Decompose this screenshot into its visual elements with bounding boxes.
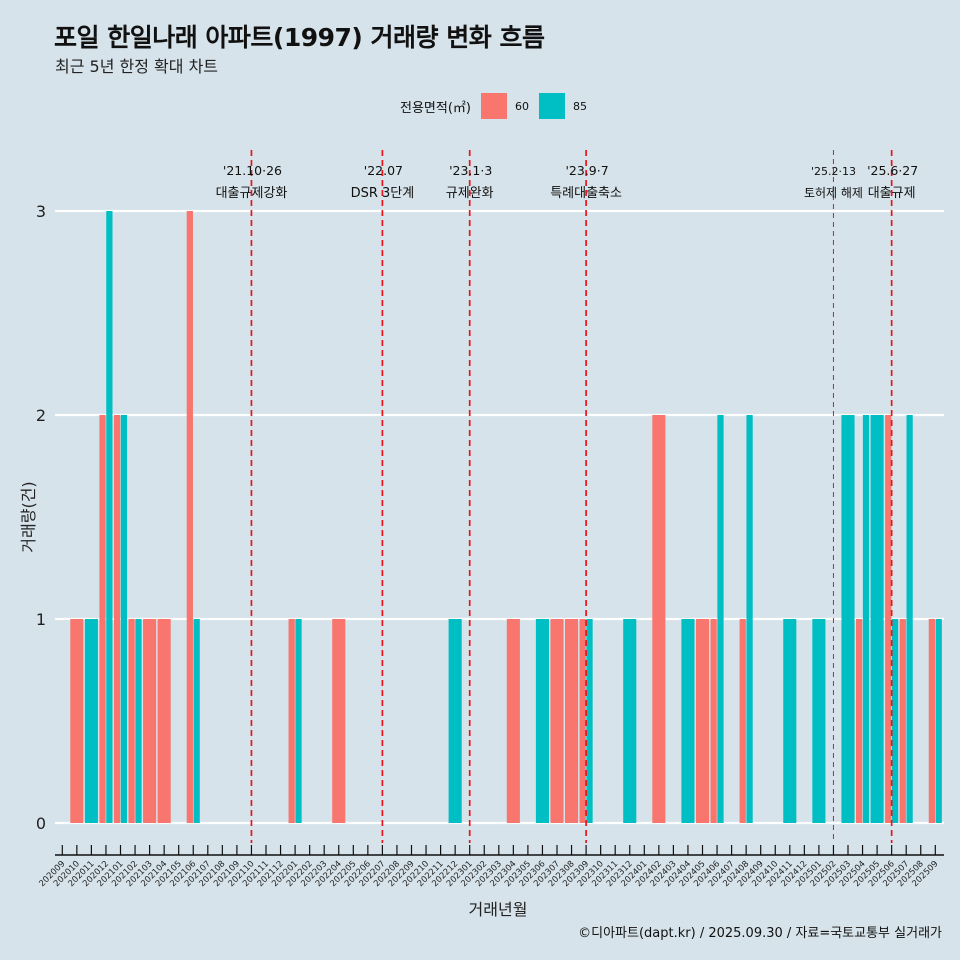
bar-60-202101 <box>113 415 121 823</box>
bar-85-202101 <box>120 415 128 823</box>
bar-85-202312 <box>623 619 637 823</box>
bar-85-202509 <box>935 619 942 823</box>
bar-85-202505 <box>870 415 884 823</box>
event-date: '25.6·27 <box>867 163 918 178</box>
bar-60-202307 <box>550 619 564 823</box>
bar-85-202404 <box>681 619 695 823</box>
bar-85-202212 <box>448 619 462 823</box>
bar-85-202503 <box>841 415 855 823</box>
bar-60-202104 <box>157 619 171 823</box>
bar-60-202408 <box>739 619 746 823</box>
bar-85-202411 <box>783 619 797 823</box>
x-axis-title: 거래년월 <box>469 900 528 919</box>
bar-60-202504 <box>856 619 863 823</box>
bar-85-202501 <box>812 619 826 823</box>
bar-85-202011 <box>84 619 98 823</box>
y-tick-label: 3 <box>36 202 46 221</box>
event-date: '23.1·3 <box>449 163 492 178</box>
legend-swatch-85 <box>538 93 565 119</box>
bar-60-202304 <box>506 619 520 823</box>
bar-60-202204 <box>332 619 346 823</box>
event-date: '25.2·13 <box>811 165 856 178</box>
bar-85-202012 <box>106 211 113 823</box>
y-tick-label: 0 <box>36 814 46 833</box>
bar-85-202201 <box>295 619 302 823</box>
bar-60-202010 <box>70 619 84 823</box>
event-label: DSR 3단계 <box>351 186 415 201</box>
bar-85-202309 <box>586 619 593 823</box>
y-tick-label: 1 <box>36 610 46 629</box>
bar-60-202102 <box>128 619 135 823</box>
legend-title: 전용면적(㎡) <box>400 100 471 116</box>
chart-title: 포일 한일나래 아파트(1997) 거래량 변화 흐름 <box>54 23 545 52</box>
chart-subtitle: 최근 5년 한정 확대 차트 <box>55 57 219 76</box>
bar-85-202507 <box>906 415 913 823</box>
bar-60-202402 <box>652 415 666 823</box>
caption: ©디아파트(dapt.kr) / 2025.09.30 / 자료=국토교통부 실… <box>578 926 942 941</box>
bar-85-202306 <box>535 619 549 823</box>
bar-85-202106 <box>193 619 200 823</box>
bar-60-202106 <box>186 211 193 823</box>
y-axis-title: 거래량(건) <box>19 481 38 552</box>
legend-label-60: 60 <box>514 99 529 113</box>
bar-60-202308 <box>565 619 579 823</box>
bar-85-202102 <box>135 619 142 823</box>
bar-85-202504 <box>862 415 870 823</box>
bar-60-202506 <box>885 415 892 823</box>
event-label: 특례대출축소 <box>550 186 622 201</box>
event-label: 토허제 해제 <box>804 186 863 200</box>
legend-label-85: 85 <box>572 99 587 113</box>
bar-60-202406 <box>710 619 717 823</box>
bar-85-202408 <box>746 415 753 823</box>
bar-60-202201 <box>288 619 295 823</box>
event-label: 규제완화 <box>446 186 494 201</box>
bar-60-202309 <box>579 619 586 823</box>
bar-60-202507 <box>899 619 906 823</box>
bar-60-202103 <box>143 619 157 823</box>
y-tick-label: 2 <box>36 406 46 425</box>
event-label: 대출규제 <box>868 186 916 201</box>
bar-60-202405 <box>695 619 710 823</box>
legend-swatch-60 <box>480 93 507 119</box>
legend: 전용면적(㎡) 60 85 <box>400 93 587 119</box>
bar-85-202406 <box>717 415 724 823</box>
event-date: '21.10·26 <box>223 163 282 178</box>
bar-60-202509 <box>928 619 935 823</box>
bar-60-202012 <box>99 415 106 823</box>
bar-85-202506 <box>891 619 899 823</box>
event-date: '23.9·7 <box>565 163 608 178</box>
event-date: '22.07 <box>364 163 403 178</box>
event-label: 대출규제강화 <box>216 186 288 201</box>
